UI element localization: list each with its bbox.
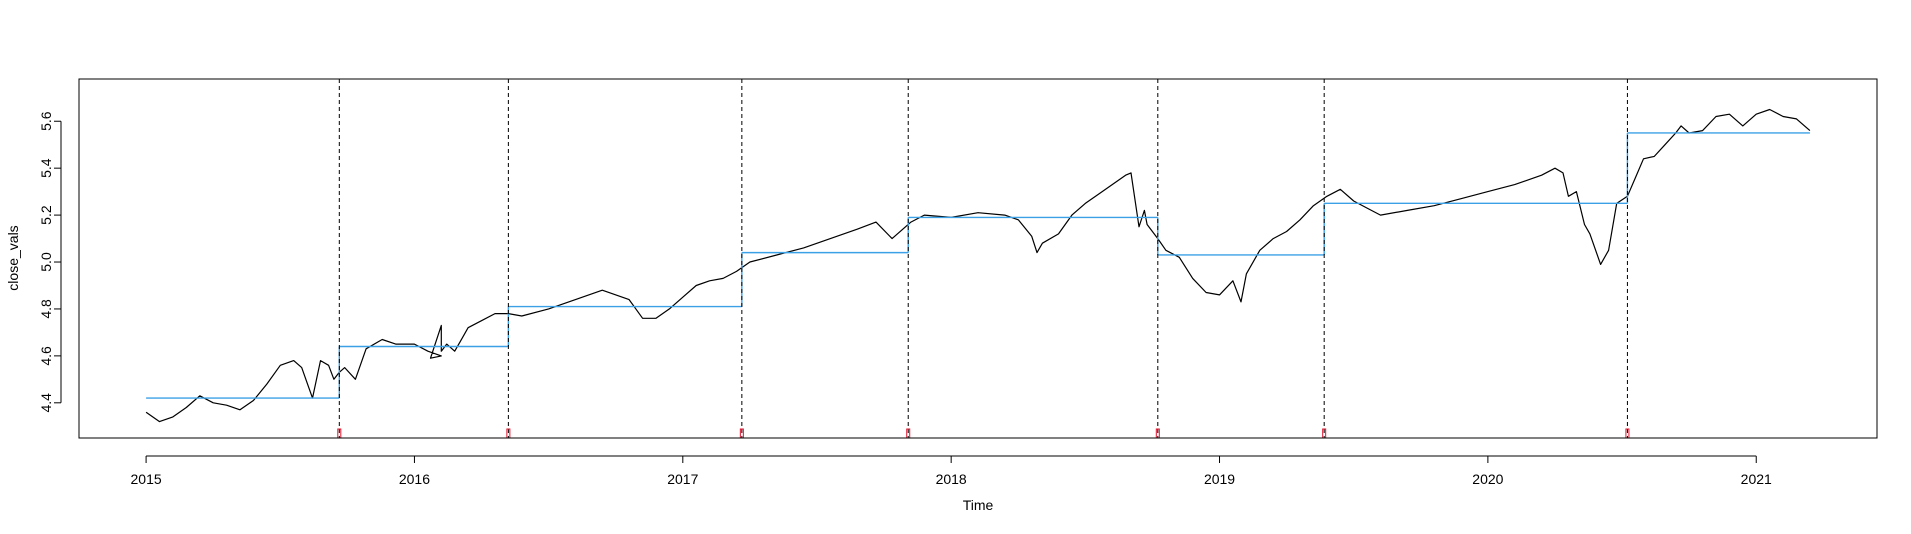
x-tick-label: 2017 [667, 471, 698, 487]
y-tick-label: 5.4 [38, 158, 54, 178]
y-axis-title: close_vals [5, 225, 21, 290]
x-tick-label: 2019 [1204, 471, 1235, 487]
y-tick-label: 5.2 [38, 205, 54, 225]
y-tick-label: 4.8 [38, 299, 54, 319]
x-tick-label: 2016 [399, 471, 430, 487]
x-axis: 2015 2016 2017 2018 2019 2020 2021 [131, 455, 1772, 487]
x-tick-label: 2015 [131, 471, 162, 487]
plot-frame [78, 78, 1878, 439]
y-tick-label: 5.6 [38, 111, 54, 131]
x-tick-label: 2018 [936, 471, 967, 487]
x-tick-label: 2020 [1472, 471, 1503, 487]
series-layer [145, 108, 1811, 423]
y-tick-label: 4.4 [38, 393, 54, 413]
x-axis-title: Time [963, 497, 994, 513]
y-tick-label: 4.6 [38, 346, 54, 366]
y-tick-label: 5.0 [38, 252, 54, 272]
x-tick-label: 2021 [1741, 471, 1772, 487]
series-line [145, 108, 1811, 423]
y-axis: 4.4 4.6 4.8 5.0 5.2 5.4 5.6 [38, 111, 62, 413]
